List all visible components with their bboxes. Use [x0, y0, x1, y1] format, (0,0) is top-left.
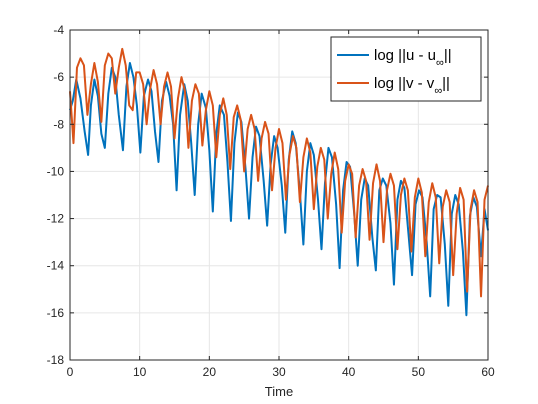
- y-tick-label: -18: [47, 353, 65, 367]
- legend-entry-1: log ||u - u∞||: [374, 47, 452, 69]
- y-tick-label: -8: [53, 117, 64, 131]
- legend-box: [330, 36, 482, 102]
- x-tick-label: 40: [342, 365, 356, 379]
- y-tick-label: -14: [47, 259, 65, 273]
- x-tick-label: 60: [481, 365, 495, 379]
- x-tick-label: 50: [412, 365, 426, 379]
- y-tick-label: -12: [47, 212, 65, 226]
- series-line-2: [69, 47, 489, 298]
- y-tick-label: -16: [47, 306, 65, 320]
- series-layer: [69, 47, 489, 317]
- x-tick-label: 20: [203, 365, 217, 379]
- x-tick-label: 0: [67, 365, 74, 379]
- axes: [69, 29, 489, 361]
- x-tick-label: 10: [133, 365, 147, 379]
- series-line-1: [69, 62, 489, 317]
- legend: log ||u - u∞|| log ||v - v∞||: [330, 36, 482, 102]
- x-axis-label: Time: [265, 384, 293, 399]
- legend-entry-2: log ||v - v∞||: [374, 75, 450, 97]
- x-tick-label: 30: [272, 365, 286, 379]
- y-tick-label: -6: [53, 70, 64, 84]
- tick-labels: 0 10 20 30 40 50 60 -18 -16 -14 -12 -10 -8 -6 -4: [47, 23, 495, 379]
- y-tick-label: -10: [47, 164, 65, 178]
- y-tick-label: -4: [53, 23, 64, 37]
